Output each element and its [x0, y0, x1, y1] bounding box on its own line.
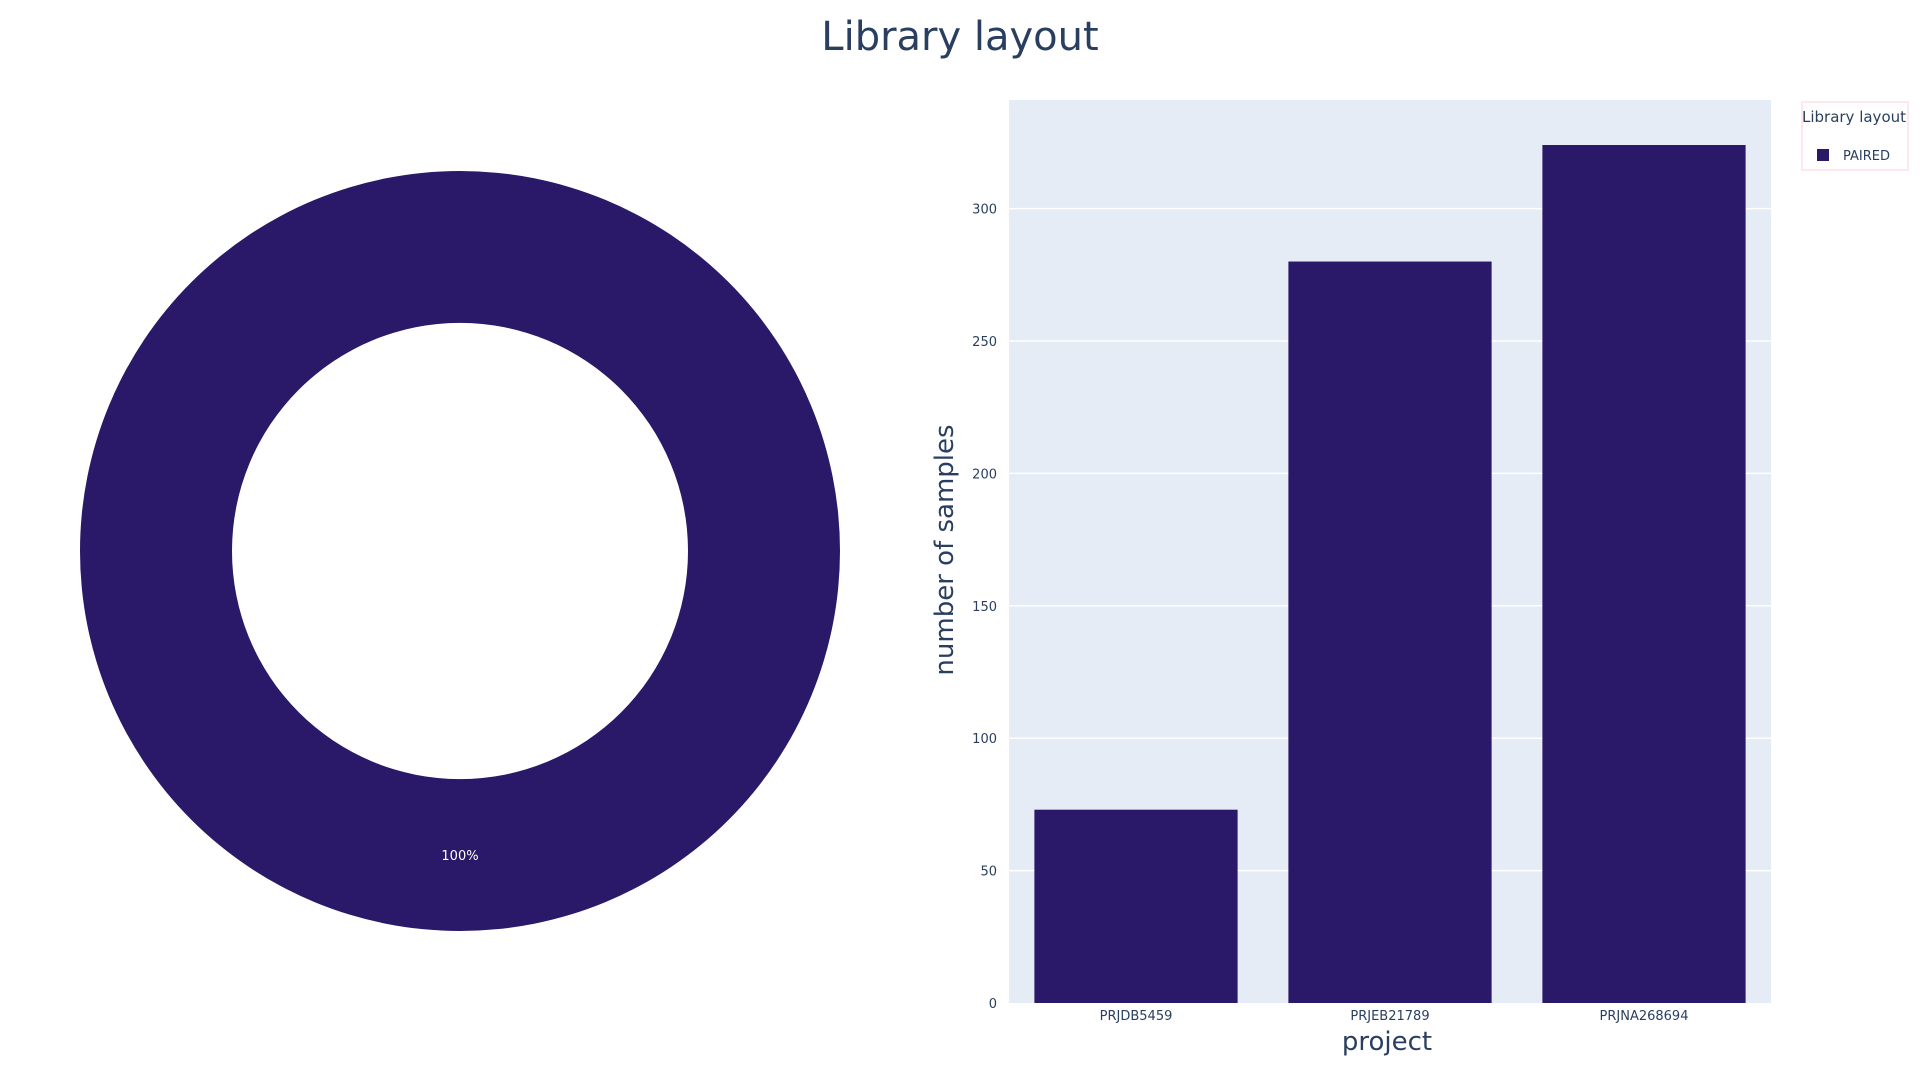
bars: [1034, 145, 1746, 1004]
donut-chart: 100%: [80, 171, 840, 931]
bar-prjdb5459[interactable]: [1034, 809, 1238, 1003]
x-tick-labels: PRJDB5459 PRJEB21789 PRJNA268694: [1100, 1009, 1689, 1024]
chart-title: Library layout: [821, 14, 1098, 60]
y-tick-300: 300: [972, 203, 997, 218]
y-tick-150: 150: [972, 600, 997, 615]
x-tick-prjeb21789: PRJEB21789: [1350, 1009, 1429, 1024]
bar-prjna268694[interactable]: [1542, 145, 1746, 1004]
donut-slice-label: 100%: [441, 849, 478, 864]
x-tick-prjna268694: PRJNA268694: [1600, 1009, 1689, 1024]
bar-prjeb21789[interactable]: [1288, 261, 1492, 1004]
x-axis-label: project: [1342, 1027, 1432, 1057]
y-tick-labels: 0 50 100 150 200 250 300: [972, 203, 997, 1012]
y-tick-0: 0: [989, 997, 997, 1012]
legend: Library layout PAIRED: [1801, 101, 1909, 171]
legend-title: Library layout: [1802, 108, 1906, 126]
y-tick-100: 100: [972, 732, 997, 747]
y-axis-label: number of samples: [930, 424, 960, 675]
y-tick-250: 250: [972, 335, 997, 350]
legend-entry-paired[interactable]: PAIRED: [1843, 149, 1890, 164]
legend-swatch-paired[interactable]: [1817, 149, 1829, 161]
y-tick-200: 200: [972, 467, 997, 482]
y-tick-50: 50: [980, 865, 997, 880]
x-tick-prjdb5459: PRJDB5459: [1100, 1009, 1173, 1024]
donut-slice-paired[interactable]: [80, 171, 840, 931]
